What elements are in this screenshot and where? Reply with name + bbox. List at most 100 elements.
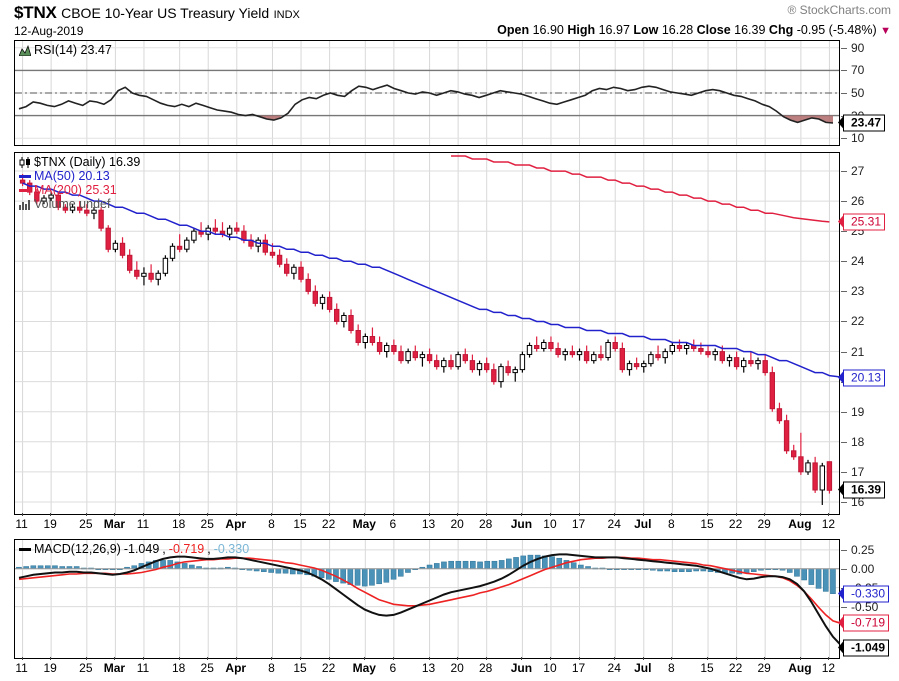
axis-tick [841,321,847,323]
close-value: 16.39 [734,23,766,37]
date-axis-label: 22 [728,517,743,531]
axis-tick [841,93,847,94]
date-axis-label: Apr [225,517,247,531]
date-axis-tick [142,657,144,660]
date-axis-label: Jun [510,517,533,531]
date-axis-label: 25 [79,517,93,531]
date-axis-label: 10 [543,517,557,531]
stockcharts-logo: ® StockCharts.com [787,3,891,17]
date-axis-bottom: 11 19 25 Mar 11 18 25 Apr 8 15 22 May 6 13 20 28 Jun 10 17… [14,657,840,680]
close-label: Close [696,23,731,37]
low-value: 16.28 [661,23,694,37]
axis-tick-label: 23 [851,284,865,299]
axis-tick-label: 24 [851,254,865,269]
date-axis-tick [671,513,673,516]
date-axis-label: 8 [268,661,275,675]
date-axis-tick [707,657,709,660]
axis-tick-label: 0.00 [851,561,875,576]
axis-tick [841,351,847,353]
axis-tick [841,568,847,570]
axis-tick-label: -0.50 [851,599,879,614]
date-axis-tick [207,657,209,660]
date-axis-tick [428,513,430,516]
open-value: 16.90 [532,23,564,37]
date-axis-label: 12 [821,661,836,675]
date-axis-label: 24 [607,517,621,531]
date-axis-tick [392,513,394,516]
date-axis-label: 8 [667,661,675,675]
axis-tick [841,70,847,72]
rsi-panel: RSI(14) 23.47 [14,40,840,146]
axis-tick-label: 26 [851,194,865,209]
ma50-swatch-icon [19,174,31,178]
macd-y-axis: 0.250.00-0.25-0.50-0.330-0.719-1.049 [837,539,899,659]
date-axis-label: 28 [479,517,493,531]
date-axis-tick [521,657,523,660]
date-axis-tick [328,657,330,660]
date-axis-tick [364,657,366,660]
date-axis-tick [764,657,766,660]
date-axis-tick [707,513,709,516]
date-axis-tick [364,513,366,516]
date-axis-tick [614,657,616,660]
date-axis-label: 22 [321,517,336,531]
chart-title: $TNX CBOE 10-Year US Treasury Yield INDX [14,3,300,23]
date-axis-label: 15 [293,517,307,531]
macd-signal-value: -0.719 [168,542,205,556]
date-axis-label: 15 [293,661,307,675]
date-axis-tick [485,657,487,660]
date-axis-tick [549,657,551,660]
date-axis-tick [642,657,644,660]
macd-legend-value: -1.049 [123,542,160,556]
date-axis-tick [457,657,459,660]
date-axis-label: 19 [43,517,57,531]
date-axis-label: 22 [728,661,743,675]
date-axis-tick [328,513,330,516]
rsi-y-axis: 907050301023.47 [837,40,899,146]
axis-tick-label: 21 [851,344,865,359]
date-axis-tick [578,657,580,660]
date-axis-tick [235,657,237,660]
date-axis-label: 29 [757,661,771,675]
rsi-plot [15,41,839,145]
volume-label: Volume undef [34,197,111,211]
price-panel: $TNX (Daily) 16.39 MA(50) 20.13 MA(200) … [14,152,840,515]
axis-tick [841,441,847,443]
axis-tick [841,549,847,551]
date-axis-tick [799,513,801,516]
axis-tick [841,501,847,503]
rsi-legend-label: RSI(14) 23.47 [34,43,112,57]
ma200-label: MA(200) 25.31 [34,183,117,197]
date-axis-label: 13 [421,661,436,675]
date-axis-tick [764,513,766,516]
date-axis-label: 15 [700,661,714,675]
date-axis-label: 17 [571,661,586,675]
axis-tick-label: 10 [851,131,865,146]
ma50-value-flag: 20.13 [837,369,886,387]
date-axis-label: 25 [79,661,93,675]
date-axis-tick [392,657,394,660]
date-axis-label: 18 [171,661,186,675]
date-axis-tick [50,657,52,660]
date-axis-tick [485,513,487,516]
axis-tick [841,231,847,233]
date-axis-label: 13 [421,517,436,531]
date-axis-tick [300,657,302,660]
date-axis-tick [521,513,523,516]
axis-tick-label: 50 [851,86,865,100]
axis-tick-label: 22 [851,314,865,329]
date-axis-tick [21,657,23,660]
date-axis-label: Apr [225,661,247,675]
price-plot [15,153,839,514]
macd-hist-flag: -0.330 [837,585,890,603]
macd-signal-flag: -0.719 [837,614,890,632]
axis-tick [841,291,847,293]
high-value: 16.97 [598,23,630,37]
macd-hist-value: -0.330 [213,542,250,556]
date-axis-label: 18 [171,517,186,531]
date-axis-tick [142,513,144,516]
date-axis-tick [549,513,551,516]
axis-tick-label: 27 [851,164,865,179]
date-axis-label: 22 [321,661,336,675]
